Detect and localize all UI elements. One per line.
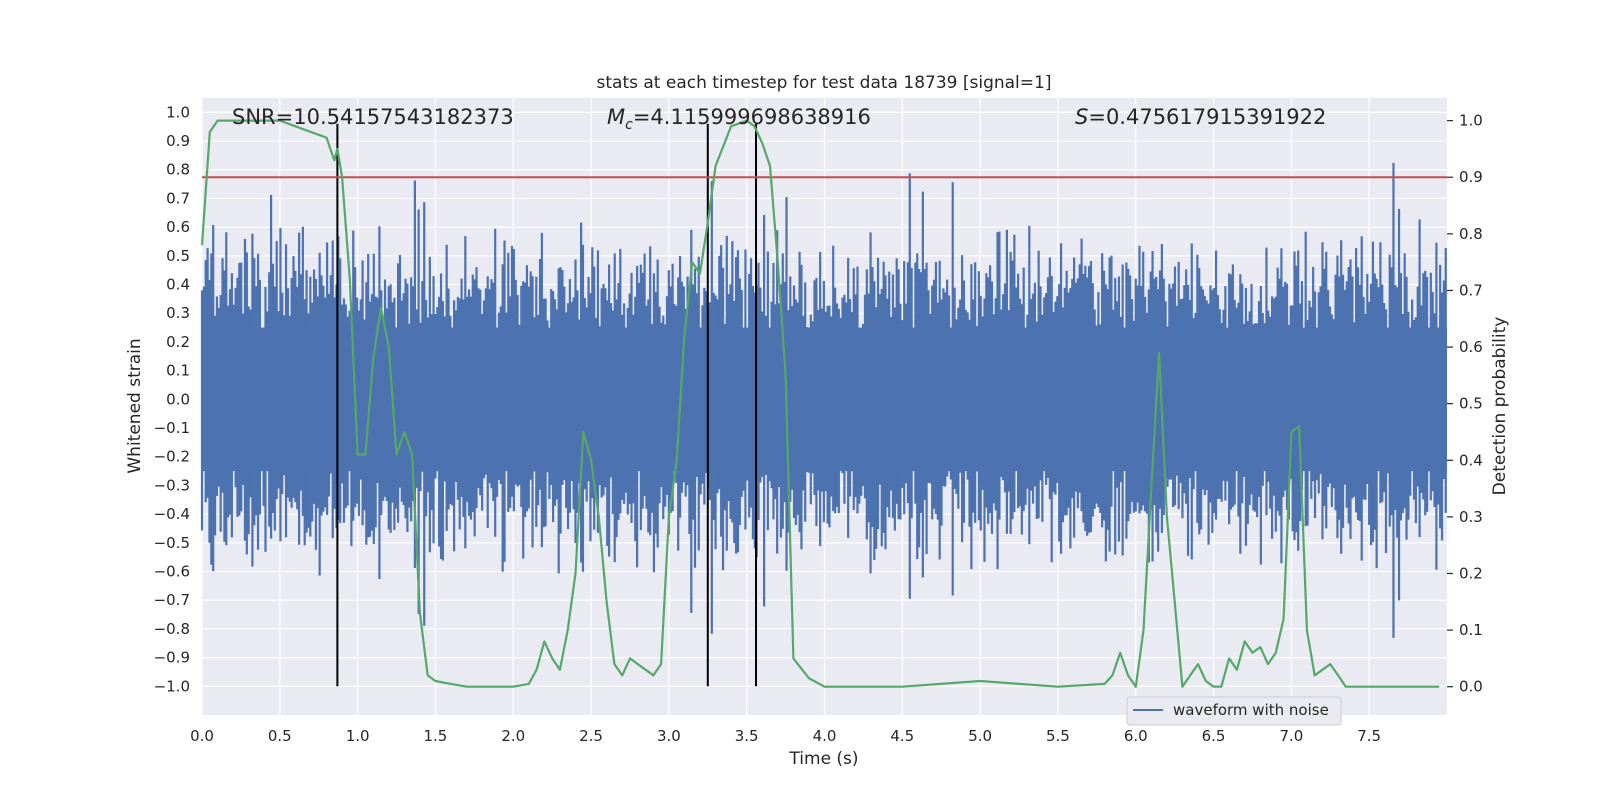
- legend-box: [1126, 696, 1342, 726]
- y-right-tick-label: 0.4: [1459, 451, 1483, 469]
- y-right-tick-label: 0.8: [1459, 225, 1483, 243]
- y-left-tick-label: 0.2: [166, 333, 190, 351]
- y-right-tick-label: 0.9: [1459, 168, 1483, 186]
- x-tick-label: 3.0: [657, 727, 681, 745]
- x-tick-label: 2.5: [579, 727, 603, 745]
- y-right-tick-label: 0.7: [1459, 281, 1483, 299]
- x-tick-label: 1.5: [424, 727, 448, 745]
- y-left-tick-label: 0.9: [166, 132, 190, 150]
- x-tick-label: 4.5: [890, 727, 914, 745]
- y-left-tick-label: −0.8: [154, 620, 190, 638]
- x-tick-label: 1.0: [346, 727, 370, 745]
- y-left-tick-label: −0.5: [154, 534, 190, 552]
- s-annotation: S=0.475617915391922: [1075, 105, 1326, 129]
- probability-series: [200, 119, 1440, 688]
- waveform-series: [200, 162, 1447, 638]
- x-tick-label: 5.5: [1046, 727, 1070, 745]
- y-left-tick-label: 0.1: [166, 362, 190, 380]
- y-right-tick-label: 0.5: [1459, 395, 1483, 413]
- y-right-tick-label: 0.6: [1459, 338, 1483, 356]
- mc-annotation: Mc=4.115999698638916: [607, 105, 871, 133]
- y-axis-label-left: Whitened strain: [125, 338, 145, 473]
- x-tick-label: 0.0: [190, 727, 214, 745]
- x-tick-label: 2.0: [501, 727, 525, 745]
- y-left-tick-label: 0.8: [166, 161, 190, 179]
- y-left-tick-label: 0.0: [166, 390, 190, 408]
- y-axis-label-right: Detection probability: [1490, 317, 1510, 496]
- y-left-tick-label: −0.2: [154, 448, 190, 466]
- y-left-tick-label: −0.9: [154, 649, 190, 667]
- x-tick-label: 7.5: [1357, 727, 1381, 745]
- y-right-tick-label: 0.3: [1459, 508, 1483, 526]
- probability-line: [200, 119, 1440, 688]
- x-tick-label: 7.0: [1279, 727, 1303, 745]
- y-right-tick-label: 1.0: [1459, 112, 1483, 130]
- x-tick-label: 4.0: [813, 727, 837, 745]
- x-tick-label: 3.5: [735, 727, 759, 745]
- y-right-tick-labels: 1.0 0.9 0.8 0.7 0.6 0.5 0.4 0.3 0.2 0.1 0.0: [1447, 112, 1483, 696]
- y-left-tick-label: −0.3: [154, 476, 190, 494]
- legend: waveform with noise: [1126, 696, 1342, 726]
- y-left-tick-label: 0.3: [166, 304, 190, 322]
- y-left-tick-label: 1.0: [166, 103, 190, 121]
- y-left-tick-labels: 1.0 0.9 0.8 0.7 0.6 0.5 0.4 0.3 0.2 0.1 0.0 −0.1 −0.…: [154, 103, 190, 695]
- y-left-tick-label: −1.0: [154, 677, 190, 695]
- y-right-tick-label: 0.1: [1459, 621, 1483, 639]
- x-tick-label: 6.5: [1202, 727, 1226, 745]
- mc-subscript: c: [625, 117, 633, 133]
- y-left-tick-label: 0.5: [166, 247, 190, 265]
- mc-value: =4.115999698638916: [633, 105, 871, 129]
- s-value: =0.475617915391922: [1088, 105, 1326, 129]
- legend-label: waveform with noise: [1173, 701, 1329, 719]
- x-tick-labels: 0.0 0.5 1.0 1.5 2.0 2.5 3.0 3.5 4.0 4.5 5.0 5.5 6.0 6…: [190, 727, 1381, 745]
- x-axis-label: Time (s): [788, 749, 858, 769]
- y-left-tick-label: 0.4: [166, 276, 190, 294]
- y-left-tick-label: 0.6: [166, 218, 190, 236]
- y-left-tick-label: −0.7: [154, 591, 190, 609]
- y-left-tick-label: 0.7: [166, 189, 190, 207]
- y-left-tick-label: −0.1: [154, 419, 190, 437]
- snr-annotation: SNR=10.54157543182373: [232, 105, 514, 129]
- x-tick-label: 0.5: [268, 727, 292, 745]
- x-tick-label: 6.0: [1124, 727, 1148, 745]
- x-tick-label: 5.0: [968, 727, 992, 745]
- y-right-tick-label: 0.2: [1459, 564, 1483, 582]
- s-symbol: S: [1075, 105, 1088, 129]
- y-left-tick-label: −0.4: [154, 505, 190, 523]
- y-left-tick-label: −0.6: [154, 563, 190, 581]
- mc-symbol: M: [607, 105, 625, 129]
- y-right-tick-label: 0.0: [1459, 678, 1483, 696]
- chart-title: stats at each timestep for test data 187…: [597, 73, 1052, 93]
